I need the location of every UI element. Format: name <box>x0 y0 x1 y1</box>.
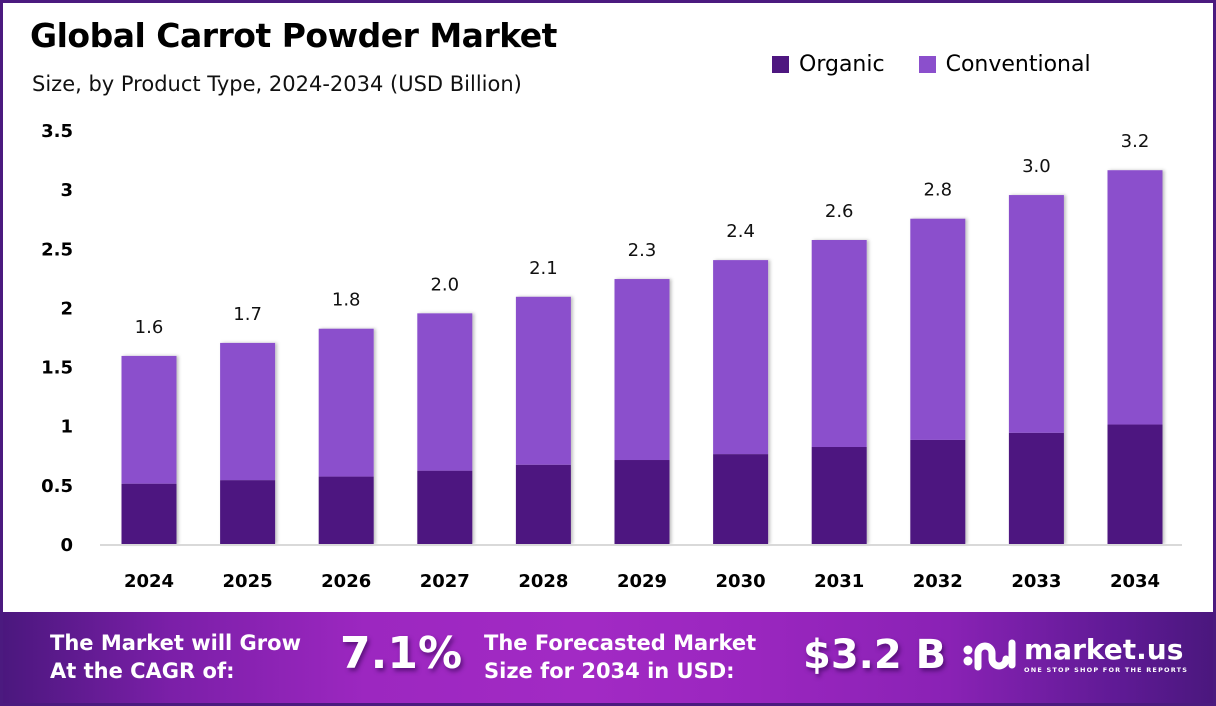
forecast-caption-line2: Size for 2034 in USD: <box>484 659 735 683</box>
market-us-logo-icon <box>963 639 1016 671</box>
bar-stack-2027 <box>417 313 473 544</box>
bar-total-label: 1.7 <box>233 304 262 325</box>
cagr-caption: The Market will Grow At the CAGR of: <box>50 629 301 685</box>
cagr-caption-line2: At the CAGR of: <box>50 659 235 683</box>
bar-total-label: 2.1 <box>529 258 558 279</box>
bar-organic <box>1008 432 1064 544</box>
bar-stack-2034 <box>1107 170 1163 544</box>
bar-total-label: 3.0 <box>1022 156 1051 177</box>
stacked-bar-chart: 0 0.5 1 1.5 2 2.5 3 3.5 1.6 2024 1.7 2025 1.8 2026 2.0… <box>41 121 1182 592</box>
bar-total-label: 2.8 <box>923 180 952 201</box>
bar-conventional <box>515 296 571 465</box>
bar-stack-2032 <box>910 218 966 544</box>
bar-conventional <box>713 260 769 455</box>
bar-total-label: 2.6 <box>825 201 854 222</box>
cagr-caption-line1: The Market will Grow <box>50 631 301 655</box>
x-tick-label: 2030 <box>716 571 766 592</box>
forecast-value: $3.2 B <box>803 632 947 678</box>
bar-organic <box>318 476 374 544</box>
bar-conventional <box>220 342 276 481</box>
bar-conventional <box>1107 170 1163 425</box>
legend-label-conventional: Conventional <box>945 52 1091 77</box>
bar-organic <box>121 483 177 544</box>
bar-organic <box>220 480 276 544</box>
bar-total-label: 3.2 <box>1121 131 1150 152</box>
x-tick-label: 2026 <box>321 571 371 592</box>
y-tick-label: 1.5 <box>41 358 73 379</box>
bar-total-label: 2.4 <box>726 221 755 242</box>
logo-tagline: ONE STOP SHOP FOR THE REPORTS <box>1024 666 1189 674</box>
chart-title: Global Carrot Powder Market <box>30 16 557 55</box>
chart-subtitle: Size, by Product Type, 2024-2034 (USD Bi… <box>32 72 522 96</box>
bar-organic <box>1107 424 1163 544</box>
bar-conventional <box>417 313 473 471</box>
forecast-caption-line1: The Forecasted Market <box>484 631 757 655</box>
bar-total-label: 2.3 <box>628 240 657 261</box>
forecast-caption: The Forecasted Market Size for 2034 in U… <box>484 629 756 685</box>
bar-organic <box>910 439 966 544</box>
bar-organic <box>713 454 769 544</box>
bar-conventional <box>614 279 670 461</box>
y-tick-label: 3.5 <box>41 121 73 142</box>
y-tick-label: 3 <box>60 180 73 201</box>
y-tick-label: 1 <box>60 417 73 438</box>
bar-stack-2026 <box>318 328 374 544</box>
y-tick-label: 2.5 <box>41 239 73 260</box>
market-us-logo[interactable]: market.us ONE STOP SHOP FOR THE REPORTS <box>962 636 1188 674</box>
legend-item-conventional: Conventional <box>918 52 1091 77</box>
bar-conventional <box>910 218 966 440</box>
x-tick-label: 2032 <box>913 571 963 592</box>
legend-item-organic: Organic <box>772 52 885 77</box>
bar-stack-2029 <box>614 279 670 544</box>
x-tick-label: 2029 <box>617 571 667 592</box>
bar-stack-2025 <box>220 342 276 544</box>
bar-organic <box>614 460 670 544</box>
legend-label-organic: Organic <box>799 52 885 77</box>
bar-total-label: 1.8 <box>332 290 361 311</box>
bar-stack-2030 <box>713 260 769 544</box>
y-tick-label: 2 <box>60 298 73 319</box>
x-tick-label: 2028 <box>518 571 568 592</box>
cagr-value: 7.1% <box>340 628 463 679</box>
bar-conventional <box>1008 195 1064 433</box>
bar-total-label: 2.0 <box>430 274 459 295</box>
x-tick-label: 2031 <box>814 571 864 592</box>
x-tick-label: 2033 <box>1011 571 1061 592</box>
bar-stack-2033 <box>1008 195 1064 544</box>
footer-banner: The Market will Grow At the CAGR of: 7.1… <box>0 612 1216 706</box>
bar-stack-2024 <box>121 355 177 544</box>
bar-conventional <box>811 240 867 448</box>
y-tick-label: 0.5 <box>41 476 73 497</box>
bar-organic <box>811 447 867 544</box>
legend-swatch-organic <box>772 56 789 73</box>
bar-conventional <box>318 328 374 477</box>
y-tick-label: 0 <box>60 535 73 556</box>
legend-swatch-conventional <box>918 56 936 73</box>
bar-stack-2031 <box>811 240 867 544</box>
bar-conventional <box>121 355 177 484</box>
bar-organic <box>417 470 473 544</box>
bar-total-label: 1.6 <box>135 317 164 338</box>
logo-text-block: market.us ONE STOP SHOP FOR THE REPORTS <box>1024 633 1189 675</box>
x-tick-label: 2027 <box>420 571 470 592</box>
x-tick-label: 2034 <box>1110 571 1160 592</box>
x-tick-label: 2024 <box>124 571 174 592</box>
bar-stack-2028 <box>515 296 571 544</box>
bar-organic <box>515 464 571 544</box>
logo-wordmark: market.us <box>1024 633 1184 666</box>
legend: Organic Conventional <box>772 52 1091 77</box>
x-tick-label: 2025 <box>223 571 273 592</box>
